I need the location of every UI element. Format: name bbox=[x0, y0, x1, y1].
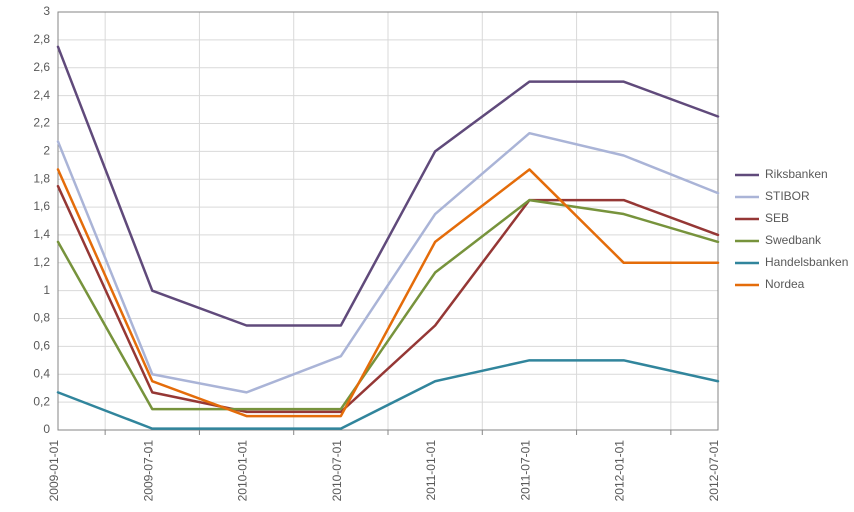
y-tick-label: 2,2 bbox=[33, 116, 50, 130]
line-chart: 0 0,2 0,4 0,6 0,8 1 1,2 1,4 1,6 1,8 2 2,2 2,4 2,6 2,8 3… bbox=[0, 0, 854, 512]
y-tick-label: 0,2 bbox=[33, 394, 50, 408]
x-tick-label: 2011-01-01 bbox=[424, 440, 438, 501]
x-tick-label: 2010-07-01 bbox=[330, 440, 344, 502]
y-tick-label: 0,4 bbox=[33, 366, 50, 380]
x-tick-label: 2012-01-01 bbox=[613, 440, 627, 502]
y-tick-label: 1,4 bbox=[33, 227, 50, 241]
y-tick-label: 1,8 bbox=[33, 171, 50, 185]
x-tick-label: 2009-01-01 bbox=[47, 440, 61, 502]
x-tick-label: 2009-07-01 bbox=[141, 440, 155, 502]
y-tick-label: 0,8 bbox=[33, 311, 50, 325]
y-tick-label: 2,6 bbox=[33, 60, 50, 74]
chart-svg: 0 0,2 0,4 0,6 0,8 1 1,2 1,4 1,6 1,8 2 2,2 2,4 2,6 2,8 3… bbox=[0, 0, 854, 512]
y-tick-label: 1 bbox=[43, 283, 50, 297]
x-tick-label: 2010-01-01 bbox=[236, 440, 250, 502]
y-tick-label: 2,4 bbox=[33, 88, 50, 102]
legend-label: Handelsbanken bbox=[765, 255, 848, 269]
legend-label: Nordea bbox=[765, 277, 805, 291]
y-tick-label: 2,8 bbox=[33, 32, 50, 46]
legend-label: Swedbank bbox=[765, 233, 822, 247]
x-tick-label: 2012-07-01 bbox=[707, 440, 721, 502]
x-tick-label: 2011-07-01 bbox=[518, 440, 532, 501]
legend-label: STIBOR bbox=[765, 189, 810, 203]
y-tick-label: 2 bbox=[43, 144, 50, 158]
y-tick-label: 1,2 bbox=[33, 255, 50, 269]
y-tick-label: 3 bbox=[43, 4, 50, 18]
y-tick-label: 0,6 bbox=[33, 339, 50, 353]
y-tick-label: 0 bbox=[43, 422, 50, 436]
legend-label: Riksbanken bbox=[765, 167, 828, 181]
y-tick-label: 1,6 bbox=[33, 199, 50, 213]
legend-label: SEB bbox=[765, 211, 789, 225]
